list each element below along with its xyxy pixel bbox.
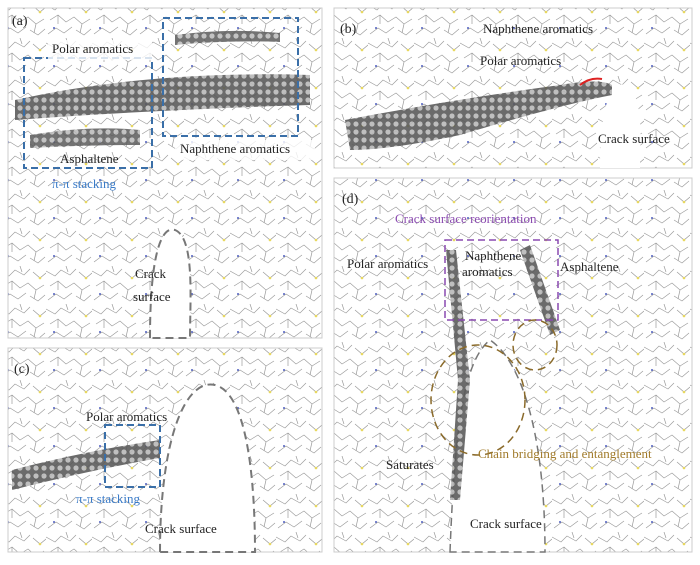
annotation: Chain bridging and entanglement xyxy=(478,446,652,461)
annotation: aromatics xyxy=(462,264,513,279)
panel-a: (a) Polar aromatics Naphthene aromatics … xyxy=(7,7,323,339)
annotation: π-π stacking xyxy=(52,176,117,191)
panel-label: (b) xyxy=(340,22,357,37)
annotation: surface xyxy=(133,289,171,304)
annotation: Crack surface reorientation xyxy=(395,211,537,226)
annotation: Polar aromatics xyxy=(347,256,428,271)
panel-c: (c) Polar aromatics π-π stacking Crack s… xyxy=(7,347,323,553)
annotation: Crack surface xyxy=(470,516,542,531)
annotation: Saturates xyxy=(386,457,434,472)
annotation: Naphthene aromatics xyxy=(483,21,593,36)
annotation: π-π stacking xyxy=(76,491,141,506)
annotation: Asphaltene xyxy=(560,259,619,274)
panel-label: (d) xyxy=(342,192,359,207)
annotation: Crack xyxy=(135,266,167,281)
annotation: Polar aromatics xyxy=(52,41,133,56)
annotation: Naphthene xyxy=(465,248,522,263)
annotation: Crack surface xyxy=(598,131,670,146)
panel-b: (b) Naphthene aromatics Polar aromatics … xyxy=(333,7,693,169)
annotation: Polar aromatics xyxy=(86,409,167,424)
annotation: Crack surface xyxy=(145,521,217,536)
panel-d: (d) Crack surface reorientation Naphthen… xyxy=(333,177,693,553)
annotation: Naphthene aromatics xyxy=(180,141,290,156)
annotation: Asphaltene xyxy=(60,151,119,166)
panel-label: (c) xyxy=(14,362,30,377)
annotation: Polar aromatics xyxy=(480,53,561,68)
panel-label: (a) xyxy=(12,14,28,29)
